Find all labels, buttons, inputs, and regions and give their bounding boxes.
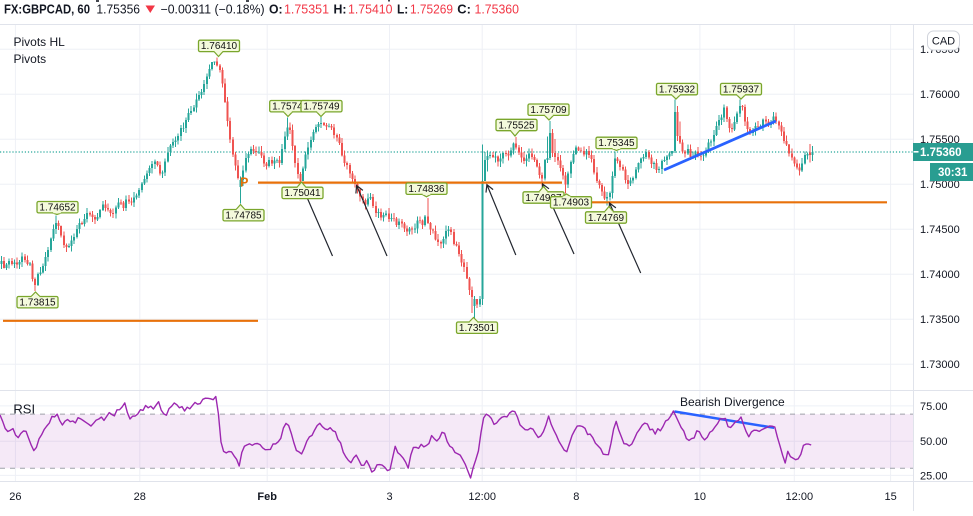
svg-text:1.75041: 1.75041	[284, 188, 321, 199]
svg-text:H:: H:	[334, 3, 347, 17]
svg-text:1.73501: 1.73501	[459, 323, 496, 334]
svg-text:L:: L:	[397, 3, 408, 17]
svg-text:75.00: 75.00	[920, 401, 948, 413]
svg-text:15: 15	[884, 491, 896, 503]
svg-text:1.73500: 1.73500	[920, 314, 960, 326]
svg-text:1.75525: 1.75525	[498, 120, 535, 131]
svg-text:Pivots HL: Pivots HL	[14, 35, 66, 49]
svg-text:26: 26	[9, 491, 21, 503]
svg-text:1.75345: 1.75345	[598, 138, 635, 149]
svg-text:25.00: 25.00	[920, 470, 948, 482]
svg-text:1.75410: 1.75410	[348, 3, 393, 17]
svg-text:1.73000: 1.73000	[920, 359, 960, 371]
svg-text:1.75709: 1.75709	[530, 105, 567, 116]
svg-text:1.75269: 1.75269	[410, 3, 453, 17]
svg-text:O:: O:	[269, 3, 283, 17]
svg-text:1.74785: 1.74785	[225, 211, 262, 222]
svg-text:−0.00311 (−0.18%): −0.00311 (−0.18%)	[161, 3, 265, 17]
svg-text:3: 3	[386, 491, 392, 503]
svg-text:12:00: 12:00	[468, 491, 496, 503]
svg-text:CAD: CAD	[932, 36, 955, 48]
svg-text:FX:GBPCAD, 60: FX:GBPCAD, 60	[4, 3, 90, 17]
svg-text:12:00: 12:00	[786, 491, 814, 503]
svg-text:P: P	[240, 176, 248, 190]
svg-text:1.74652: 1.74652	[39, 203, 76, 214]
svg-text:RSI: RSI	[13, 401, 35, 416]
svg-text:1.75937: 1.75937	[723, 84, 760, 95]
svg-text:1.75000: 1.75000	[920, 179, 960, 191]
svg-text:10: 10	[694, 491, 706, 503]
svg-text:Pivots: Pivots	[14, 52, 47, 66]
svg-text:1.74769: 1.74769	[588, 213, 625, 224]
svg-text:50.00: 50.00	[920, 436, 948, 448]
svg-text:8: 8	[573, 491, 579, 503]
svg-text:1.73815: 1.73815	[19, 298, 56, 309]
svg-text:1.75351: 1.75351	[284, 3, 329, 17]
svg-text:C:: C:	[457, 3, 471, 17]
svg-text:Bearish Divergence: Bearish Divergence	[680, 395, 785, 409]
svg-text:1.75360: 1.75360	[920, 147, 962, 159]
svg-text:1.76410: 1.76410	[201, 41, 238, 52]
svg-text:1.74500: 1.74500	[920, 224, 960, 236]
svg-text:1.75741: 1.75741	[272, 102, 309, 113]
svg-text:1.75360: 1.75360	[475, 3, 520, 17]
svg-text:1.75932: 1.75932	[659, 84, 696, 95]
svg-text:1.75356: 1.75356	[96, 3, 140, 17]
svg-text:30:31: 30:31	[938, 167, 968, 179]
svg-text:1.75749: 1.75749	[303, 102, 340, 113]
svg-text:1.74000: 1.74000	[920, 269, 960, 281]
svg-text:1.76000: 1.76000	[920, 89, 960, 101]
svg-text:Feb: Feb	[257, 491, 277, 503]
svg-text:1.74997: 1.74997	[525, 193, 562, 204]
svg-text:28: 28	[134, 491, 146, 503]
svg-text:1.74903: 1.74903	[553, 198, 590, 209]
svg-text:1.74836: 1.74836	[408, 184, 445, 195]
